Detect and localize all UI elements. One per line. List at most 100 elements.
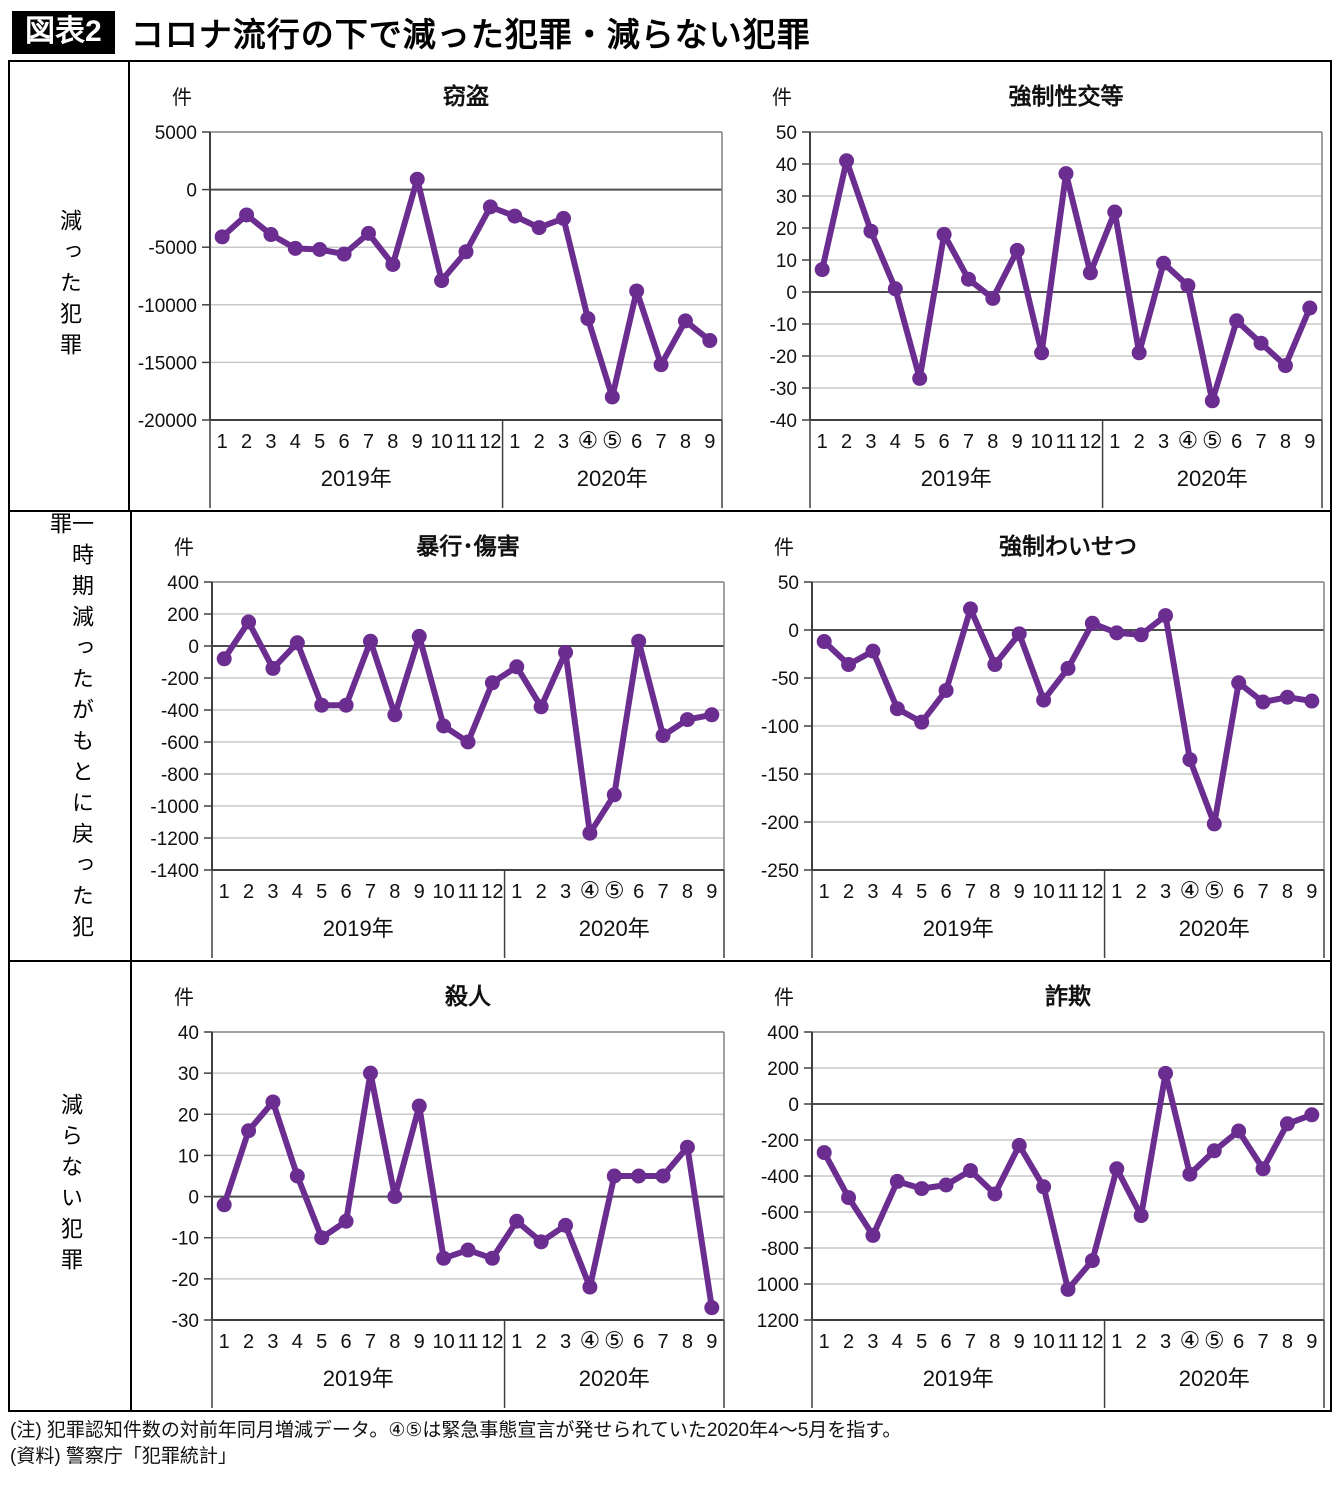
svg-text:-1200: -1200 [150, 829, 199, 850]
chart-murder: 40 30 20 10 0 -10 -20 -30 1 2 3 4 5 6 7 8 9 10 11 12 1 2 3 ④ ⑤ 6 7… [132, 962, 732, 1410]
svg-text:6: 6 [1233, 1331, 1244, 1353]
svg-text:6: 6 [1231, 431, 1242, 453]
svg-text:-5000: -5000 [148, 238, 197, 259]
svg-text:2019年: 2019年 [921, 466, 992, 491]
svg-text:3: 3 [560, 881, 571, 903]
svg-text:9: 9 [412, 431, 423, 453]
svg-text:2: 2 [843, 1331, 854, 1353]
svg-text:⑤: ⑤ [1202, 427, 1223, 453]
svg-text:0: 0 [788, 1095, 799, 1116]
svg-text:-100: -100 [761, 717, 799, 738]
svg-text:5: 5 [314, 431, 325, 453]
svg-text:7: 7 [963, 431, 974, 453]
svg-text:7: 7 [655, 431, 666, 453]
svg-text:12: 12 [481, 881, 503, 903]
svg-text:400: 400 [167, 573, 199, 594]
svg-text:3: 3 [558, 431, 569, 453]
chart-assault-injury: 400 200 0 -200 -400 -600 -800 -1000 -1200 -1400 1 2… [132, 512, 732, 960]
svg-text:12: 12 [479, 431, 501, 453]
svg-text:-400: -400 [761, 1167, 799, 1188]
svg-text:9: 9 [1306, 1331, 1317, 1353]
svg-text:2019年: 2019年 [923, 916, 994, 941]
svg-text:2020年: 2020年 [1179, 916, 1250, 941]
svg-text:-800: -800 [761, 1239, 799, 1260]
svg-text:-1400: -1400 [150, 861, 199, 882]
svg-text:2: 2 [241, 431, 252, 453]
svg-text:6: 6 [941, 881, 952, 903]
svg-text:9: 9 [414, 1331, 425, 1353]
svg-text:8: 8 [1282, 1331, 1293, 1353]
svg-text:9: 9 [1304, 431, 1315, 453]
figure-notes: (注) 犯罪認知件数の対前年同月増減データ。④⑤は緊急事態宣言が発せられていた2… [0, 1412, 1340, 1470]
svg-text:40: 40 [776, 155, 797, 176]
svg-text:-20000: -20000 [138, 411, 197, 432]
svg-text:1: 1 [219, 881, 230, 903]
svg-text:1: 1 [217, 431, 228, 453]
svg-text:-600: -600 [161, 733, 199, 754]
svg-text:7: 7 [965, 1331, 976, 1353]
svg-text:5000: 5000 [155, 123, 197, 144]
svg-text:-10: -10 [172, 1229, 199, 1250]
svg-text:1: 1 [1111, 1331, 1122, 1353]
svg-text:5: 5 [916, 881, 927, 903]
svg-text:8: 8 [682, 881, 693, 903]
charts-table: 減った犯罪 5000 0 -5000 -10000 -15000 -20000 1 2 3 4 5 6… [8, 60, 1332, 1412]
svg-text:2020年: 2020年 [577, 466, 648, 491]
svg-text:1: 1 [1111, 881, 1122, 903]
svg-text:3: 3 [1160, 1331, 1171, 1353]
svg-text:3: 3 [1158, 431, 1169, 453]
svg-text:9: 9 [414, 881, 425, 903]
row-label-not-decreasing-crimes: 減らない犯罪 [10, 962, 132, 1410]
svg-text:2: 2 [536, 1331, 547, 1353]
svg-text:7: 7 [657, 881, 668, 903]
svg-text:2: 2 [1136, 1331, 1147, 1353]
svg-text:-200: -200 [761, 1131, 799, 1152]
svg-text:件: 件 [772, 86, 792, 109]
svg-text:1: 1 [511, 1331, 522, 1353]
svg-text:0: 0 [186, 181, 197, 202]
svg-text:50: 50 [778, 573, 799, 594]
row-label-text: 一時期減ったがもとに戻った犯罪 [47, 512, 94, 946]
row-not-decreasing-crimes: 減らない犯罪 40 30 20 10 0 -10 -20 -30 1 2 3 4 5 6 7 8 9 10 11 12… [10, 960, 1330, 1410]
svg-text:7: 7 [1257, 881, 1268, 903]
svg-text:2020年: 2020年 [1179, 1366, 1250, 1391]
svg-text:⑤: ⑤ [1204, 877, 1225, 903]
svg-text:1: 1 [819, 881, 830, 903]
svg-text:3: 3 [867, 1331, 878, 1353]
svg-text:4: 4 [292, 881, 303, 903]
svg-text:-1000: -1000 [150, 797, 199, 818]
svg-text:20: 20 [178, 1105, 199, 1126]
svg-text:8: 8 [680, 431, 691, 453]
svg-text:8: 8 [1280, 431, 1291, 453]
svg-text:7: 7 [1257, 1331, 1268, 1353]
svg-text:9: 9 [1012, 431, 1023, 453]
svg-text:12: 12 [481, 1331, 503, 1353]
svg-text:8: 8 [987, 431, 998, 453]
svg-text:7: 7 [365, 881, 376, 903]
svg-text:強制性交等: 強制性交等 [1009, 83, 1124, 109]
svg-text:6: 6 [939, 431, 950, 453]
svg-text:2019年: 2019年 [321, 466, 392, 491]
svg-text:-20: -20 [172, 1270, 199, 1291]
svg-text:⑤: ⑤ [604, 877, 625, 903]
svg-text:5: 5 [316, 1331, 327, 1353]
svg-text:⑤: ⑤ [602, 427, 623, 453]
svg-text:殺人: 殺人 [445, 983, 492, 1009]
svg-text:1200: 1200 [757, 1311, 799, 1332]
svg-text:1: 1 [819, 1331, 830, 1353]
svg-text:10: 10 [178, 1146, 199, 1167]
figure-title: コロナ流行の下で減った犯罪・減らない犯罪 [130, 16, 811, 53]
svg-text:窃盗: 窃盗 [443, 83, 489, 109]
svg-text:10: 10 [1032, 881, 1054, 903]
svg-text:6: 6 [633, 1331, 644, 1353]
svg-text:件: 件 [174, 536, 194, 559]
chart-forced-sexual-intercourse: 50 40 30 20 10 0 -10 -20 -30 -40 1 2 3 4 5 6 7 8 9 10 11 12 1 2… [730, 62, 1330, 510]
svg-text:9: 9 [1014, 881, 1025, 903]
row-decreased-crimes: 減った犯罪 5000 0 -5000 -10000 -15000 -20000 1 2 3 4 5 6… [10, 62, 1330, 510]
svg-text:10: 10 [430, 431, 452, 453]
svg-text:-200: -200 [161, 669, 199, 690]
svg-text:11: 11 [1056, 431, 1077, 453]
chart-theft: 5000 0 -5000 -10000 -15000 -20000 1 2 3 4 5 6 7 8 9 10 1… [130, 62, 730, 510]
svg-text:④: ④ [578, 427, 599, 453]
